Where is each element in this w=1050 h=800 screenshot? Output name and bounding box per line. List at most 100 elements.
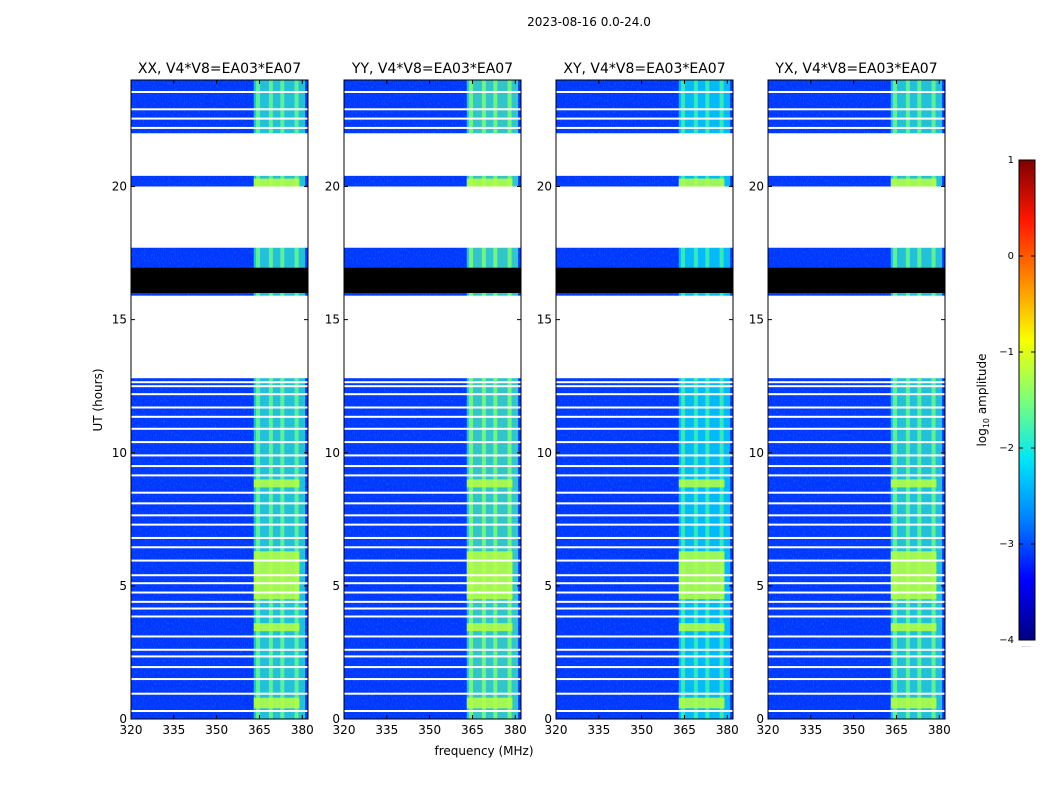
- flagged-time-line: [344, 523, 521, 526]
- flagged-time-line: [556, 678, 733, 681]
- no-data-region: [768, 133, 945, 176]
- flagged-time-line: [131, 406, 308, 409]
- flagged-time-line: [768, 90, 945, 93]
- flagged-time-line: [768, 666, 945, 669]
- flagged-time-line: [131, 514, 308, 517]
- colorbar-ticks: 1 0 −1 −2 −3 −4: [999, 155, 1035, 646]
- flagged-time-line: [556, 615, 733, 618]
- x-tick-label: 380: [716, 723, 739, 737]
- y-tick-label: 10: [112, 446, 127, 460]
- flagged-time-line: [131, 582, 308, 585]
- flagged-time-line: [556, 454, 733, 457]
- colorbar-scale: [1018, 159, 1036, 641]
- no-data-region: [556, 186, 733, 248]
- flagged-time-line: [768, 710, 945, 713]
- flagged-time-line: [556, 648, 733, 651]
- flagged-time-line: [556, 502, 733, 505]
- x-tick-label: 380: [504, 723, 527, 737]
- flagged-time-line: [556, 692, 733, 695]
- rfi-channel: [705, 80, 710, 719]
- flagged-time-line: [556, 108, 733, 111]
- flagged-time-line: [131, 600, 308, 603]
- flagged-time-line: [344, 655, 521, 658]
- y-tick-label: 15: [749, 313, 764, 327]
- colorbar-tick-label: 0: [1008, 251, 1014, 262]
- flagged-time-line: [556, 90, 733, 93]
- rfi-channel: [917, 80, 922, 719]
- x-tick-label: 380: [291, 723, 314, 737]
- strong-rfi-interval: [253, 697, 300, 709]
- flagged-time-line: [556, 523, 733, 526]
- flagged-time-line: [768, 441, 945, 444]
- flagged-time-line: [768, 591, 945, 594]
- strong-rfi-interval: [890, 623, 937, 632]
- flagged-time-line: [131, 574, 308, 577]
- flagged-time-line: [131, 635, 308, 638]
- x-tick-label: 365: [248, 723, 271, 737]
- flagged-time-line: [131, 454, 308, 457]
- flagged-time-line: [768, 393, 945, 396]
- no-data-region: [131, 186, 308, 248]
- flagged-time-line: [768, 600, 945, 603]
- flagged-time-line: [131, 427, 308, 430]
- strong-rfi-interval: [253, 623, 300, 632]
- x-tick-label: 350: [205, 723, 228, 737]
- flagged-time-line: [768, 648, 945, 651]
- flagged-time-line: [768, 635, 945, 638]
- x-tick-label: 365: [461, 723, 484, 737]
- rfi-channel: [893, 80, 898, 719]
- flagged-time-line: [556, 666, 733, 669]
- y-tick-label: 15: [325, 313, 340, 327]
- flagged-time-line: [131, 591, 308, 594]
- panel-1: XX, V4*V8=EA03*EA07 320 335 350 365 380 0 5 10 15…: [112, 61, 314, 737]
- no-data-region: [556, 133, 733, 176]
- y-tick-label: 5: [544, 579, 552, 593]
- flagged-time-line: [344, 582, 521, 585]
- flagged-time-line: [344, 710, 521, 713]
- flagged-time-line: [131, 615, 308, 618]
- flagged-time-line: [344, 666, 521, 669]
- colorbar-tick-label: −3: [999, 539, 1014, 550]
- flagged-time-line: [556, 655, 733, 658]
- flagged-time-line: [131, 666, 308, 669]
- flagged-time-line: [768, 491, 945, 494]
- flagged-time-line: [344, 692, 521, 695]
- y-tick-label: 15: [537, 313, 552, 327]
- strong-rfi-interval: [466, 697, 513, 709]
- flagged-time-line: [556, 406, 733, 409]
- colorbar-label-main: log: [975, 428, 989, 446]
- panel-plot-area: [344, 80, 521, 719]
- blackout-region: [768, 267, 945, 293]
- flagged-time-line: [344, 546, 521, 549]
- flagged-time-line: [556, 441, 733, 444]
- flagged-time-line: [131, 648, 308, 651]
- no-data-region: [131, 295, 308, 379]
- flagged-time-line: [131, 441, 308, 444]
- panel-frame: [555, 79, 734, 720]
- panels-group: XX, V4*V8=EA03*EA07 320 335 350 365 380 0 5 10 15…: [112, 61, 951, 737]
- y-tick-label: 0: [332, 712, 340, 726]
- strong-rfi-interval: [890, 697, 937, 709]
- rfi-channel: [469, 80, 474, 719]
- flagged-time-line: [344, 607, 521, 610]
- flagged-time-line: [344, 406, 521, 409]
- flagged-time-line: [768, 678, 945, 681]
- flagged-time-line: [131, 536, 308, 539]
- colorbar-label-suffix: amplitude: [975, 354, 989, 418]
- colorbar-tick-label: −4: [999, 635, 1014, 646]
- y-tick-label: 5: [756, 579, 764, 593]
- flagged-time-line: [344, 393, 521, 396]
- flagged-time-line: [768, 559, 945, 562]
- panel-plot-area: [556, 80, 733, 719]
- rfi-channel: [905, 80, 910, 719]
- flagged-time-line: [556, 635, 733, 638]
- rfi-channel: [681, 80, 686, 719]
- strong-rfi-interval: [678, 697, 725, 709]
- flagged-time-line: [768, 536, 945, 539]
- flagged-time-line: [556, 607, 733, 610]
- flagged-time-line: [344, 600, 521, 603]
- flagged-time-line: [131, 108, 308, 111]
- blackout-region: [131, 267, 308, 293]
- panel-4: YX, V4*V8=EA03*EA07 320 335 350 365 380 0 5 10 15…: [749, 61, 951, 737]
- strong-rfi-interval: [466, 178, 513, 187]
